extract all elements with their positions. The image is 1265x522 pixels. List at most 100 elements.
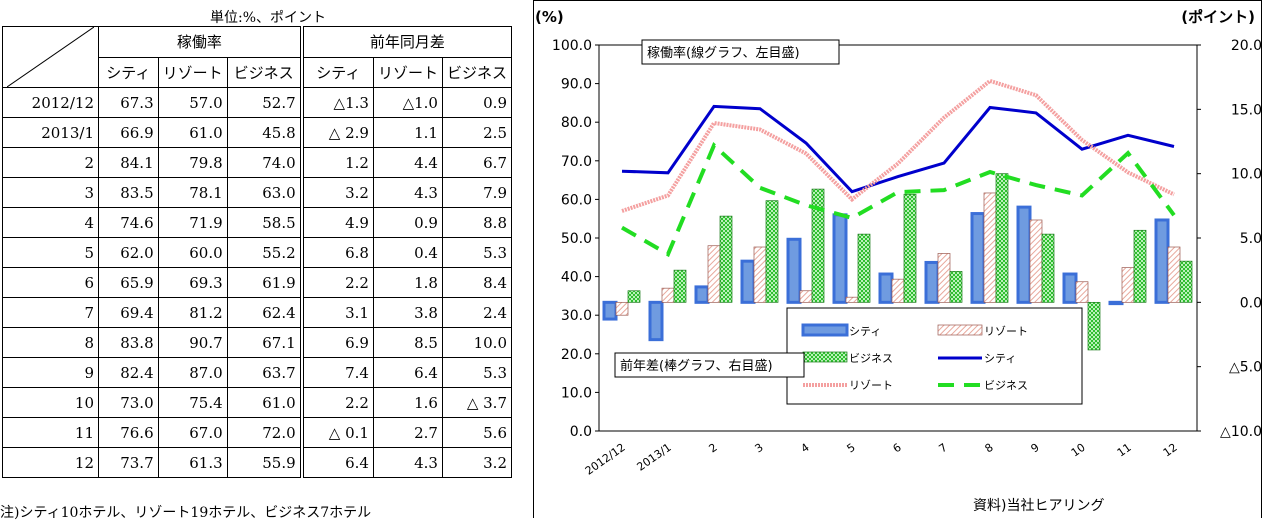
x-tick-label: 8	[983, 441, 996, 456]
table-row: 4 74.6 71.9 58.5 4.9 0.9 8.8	[2, 207, 513, 238]
table-cell: 55.9	[226, 447, 304, 478]
x-tick-label: 2012/12	[583, 441, 628, 478]
table-cell: 58.5	[226, 207, 304, 238]
bar-1	[1167, 246, 1181, 303]
row-label: 6	[2, 267, 99, 298]
table-cell: 6.7	[441, 147, 513, 178]
table-cell: 10.0	[441, 327, 513, 358]
table-cell: 0.9	[372, 207, 443, 238]
left-axis-unit: (%)	[535, 8, 564, 26]
right-tick-label: △10.0	[1220, 424, 1262, 440]
sub-header-city: シティ	[98, 56, 159, 88]
table-cell: 84.1	[98, 147, 159, 178]
table-cell: 3.2	[301, 177, 374, 208]
sub-header-resort-diff: リゾート	[372, 56, 443, 88]
left-tick-label: 30.0	[561, 308, 592, 324]
right-tick-label: △5.0	[1229, 360, 1262, 376]
x-tick-label: 2013/1	[635, 441, 674, 474]
x-tick-label: 12	[1161, 441, 1180, 460]
bar-0	[694, 285, 710, 304]
table-cell: 55.2	[226, 237, 304, 268]
bar-0	[602, 300, 618, 321]
bar-0	[1062, 272, 1078, 304]
table-cell: 8.5	[372, 327, 443, 358]
row-label: 2	[2, 147, 99, 178]
table-cell: 7.9	[441, 177, 513, 208]
left-tick-label: 0.0	[570, 424, 592, 440]
table-cell: 74.0	[226, 147, 304, 178]
table-cell: 5.3	[441, 237, 513, 268]
table-cell: 5.3	[441, 357, 513, 388]
table-cell: 4.4	[372, 147, 443, 178]
table-corner-cell	[2, 26, 99, 88]
unit-caption: 単位:%、ポイント	[210, 10, 327, 26]
table-cell: 67.0	[157, 417, 228, 448]
table-row: 11 76.6 67.0 72.0 △ 0.1 2.7 5.6	[2, 417, 513, 448]
left-tick-label: 50.0	[561, 231, 592, 247]
bar-1	[615, 301, 629, 316]
table-cell: 2.4	[441, 297, 513, 328]
bar-1	[661, 287, 675, 303]
left-tick-label: 20.0	[561, 347, 592, 363]
table-cell: △ 0.1	[301, 417, 374, 448]
table-cell: 71.9	[157, 207, 228, 238]
table-cell: 7.4	[301, 357, 374, 388]
table-cell: 3.8	[372, 297, 443, 328]
table-row: 12 73.7 61.3 55.9 6.4 4.3 3.2	[2, 447, 513, 478]
table-cell: 63.7	[226, 357, 304, 388]
table-cell: 6.8	[301, 237, 374, 268]
legend-swatch-bar	[937, 324, 983, 336]
table-cell: 87.0	[157, 357, 228, 388]
legend-label: ビジネス	[984, 379, 1028, 392]
table-row: 2 84.1 79.8 74.0 1.2 4.4 6.7	[2, 147, 513, 178]
sub-header-city-diff: シティ	[301, 56, 374, 88]
bar-2	[949, 271, 963, 303]
row-label: 4	[2, 207, 99, 238]
table-cell: 1.8	[372, 267, 443, 298]
table-cell: 1.1	[372, 117, 443, 148]
table-cell: 63.0	[226, 177, 304, 208]
bar-note-box	[614, 352, 805, 378]
table-cell: 74.6	[98, 207, 159, 238]
line-series-0	[621, 104, 1175, 194]
x-tick-label: 11	[1115, 441, 1134, 460]
table-cell: 69.4	[98, 297, 159, 328]
x-tick-label: 4	[799, 441, 812, 456]
bar-1	[1029, 219, 1043, 303]
bar-2	[627, 290, 641, 303]
left-tick-label: 10.0	[561, 385, 592, 401]
table-cell: 1.6	[372, 387, 443, 418]
bar-0	[1154, 218, 1170, 304]
table-cell: 6.4	[372, 357, 443, 388]
bar-2	[1179, 260, 1193, 303]
table-cell: 1.2	[301, 147, 374, 178]
table-cell: 8.8	[441, 207, 513, 238]
right-tick-label: 0.0	[1240, 295, 1262, 311]
sub-header-resort: リゾート	[157, 56, 228, 88]
bar-0	[970, 212, 986, 304]
x-tick-label: 7	[937, 441, 950, 456]
line-series-1	[621, 78, 1175, 213]
table-cell: 4.3	[372, 177, 443, 208]
row-label: 10	[2, 387, 99, 418]
x-tick-label: 3	[753, 441, 766, 456]
legend-label: ビジネス	[849, 352, 893, 365]
right-tick-label: 10.0	[1231, 167, 1262, 183]
line-series-2	[620, 142, 1176, 258]
bar-0	[740, 259, 756, 304]
x-tick-label: 6	[891, 441, 904, 456]
bar-0	[648, 300, 664, 342]
x-tick-label: 2	[707, 441, 720, 456]
bar-1	[1075, 281, 1089, 303]
x-tick-label: 5	[845, 441, 858, 456]
table-cell: 6.9	[301, 327, 374, 358]
table-cell: 78.1	[157, 177, 228, 208]
table-cell: 2.7	[372, 417, 443, 448]
bar-2	[1133, 229, 1147, 303]
line-note-text: 稼働率(線グラフ、左目盛)	[647, 45, 800, 61]
table-cell: 65.9	[98, 267, 159, 298]
table-cell: 69.3	[157, 267, 228, 298]
left-tick-label: 80.0	[561, 115, 592, 131]
table-cell: 83.5	[98, 177, 159, 208]
table-row: 10 73.0 75.4 61.0 2.2 1.6 △ 3.7	[2, 387, 513, 418]
